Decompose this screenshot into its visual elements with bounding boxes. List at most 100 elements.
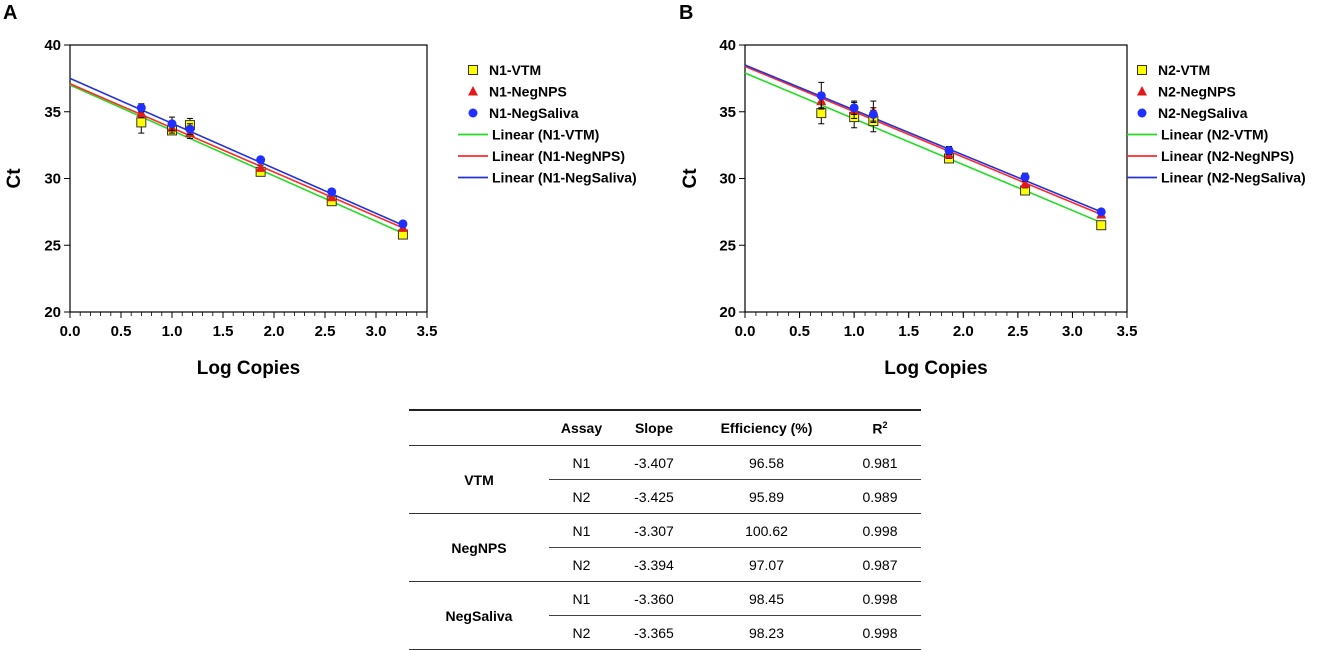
a-y-axis-title: Ct — [4, 168, 25, 189]
cell-efficiency: 98.23 — [694, 615, 839, 650]
a-point-n1-negnps — [326, 191, 337, 202]
a-point-n1-negsaliva — [136, 103, 146, 113]
b-y-tick-label: 35 — [719, 104, 736, 121]
a-legend-marker-n1-negnps — [468, 86, 478, 96]
cell-assay: N1 — [549, 581, 614, 616]
group-negsaliva: NegSaliva — [409, 581, 549, 650]
table-row: NegNPS N1 -3.307 100.62 0.998 — [409, 513, 921, 582]
a-y-tick-label: 20 — [44, 304, 61, 321]
table-row: N2 -3.394 97.07 0.987 — [409, 547, 921, 582]
b-x-tick-label: 3.0 — [1062, 323, 1083, 340]
cell-slope: -3.307 — [614, 513, 694, 548]
table-row: NegSaliva N1 -3.360 98.45 0.998 — [409, 581, 921, 650]
b-x-tick-label: 2.5 — [1007, 323, 1028, 340]
a-y-tick-label: 30 — [44, 171, 61, 188]
b-legend-label-linear-n2-vtm-: Linear (N2-VTM) — [1161, 127, 1268, 143]
b-point-n2-vtm — [816, 108, 827, 119]
a-x-tick-label: 3.5 — [417, 323, 438, 340]
a-trendline-linear-n1-vtm- — [69, 84, 404, 234]
b-x-tick-label: 0.0 — [735, 323, 756, 340]
a-y-tick-label: 25 — [44, 237, 61, 254]
cell-slope: -3.425 — [614, 479, 694, 514]
cell-r2: 0.998 — [839, 615, 921, 650]
b-y-tick-label: 30 — [719, 171, 736, 188]
chart-a: 20 25 30 35 40 0.0 0.5 1.0 1.5 2.0 2.5 3.0 3.5 Log Co… — [4, 37, 637, 379]
cell-assay: N1 — [549, 513, 614, 548]
a-point-n1-negsaliva — [398, 219, 408, 229]
cell-efficiency: 96.58 — [694, 445, 839, 480]
a-x-tick-label: 1.5 — [213, 323, 234, 340]
a-point-n1-negnps — [136, 107, 147, 118]
b-point-n2-negsaliva — [849, 103, 859, 113]
b-point-n2-negnps — [1020, 178, 1031, 188]
header-blank — [409, 409, 549, 446]
cell-slope: -3.365 — [614, 615, 694, 650]
panel-a-letter: A — [3, 2, 18, 24]
cell-slope: -3.407 — [614, 445, 694, 480]
chart-b: 20 25 30 35 40 0.0 0.5 1.0 1.5 2.0 2.5 3.0 3.5 Log Co… — [680, 37, 1306, 379]
table-header-row: Assay Slope Efficiency (%) R2 — [409, 409, 921, 446]
b-point-n2-negsaliva — [944, 145, 954, 155]
b-plot-frame — [744, 44, 1128, 313]
a-point-n1-negsaliva — [185, 124, 195, 134]
a-x-tick-label: 0.5 — [111, 323, 132, 340]
a-legend-label-n1-vtm: N1-VTM — [489, 62, 541, 78]
cell-r2: 0.981 — [839, 445, 921, 480]
b-y-tick-label: 25 — [719, 237, 736, 254]
table-row: N2 -3.425 95.89 0.989 — [409, 479, 921, 514]
cell-assay: N2 — [549, 479, 614, 514]
group-negnps: NegNPS — [409, 513, 549, 582]
header-efficiency: Efficiency (%) — [694, 409, 839, 446]
b-x-axis-title: Log Copies — [884, 358, 987, 379]
b-x-tick-label: 1.5 — [898, 323, 919, 340]
efficiency-table: Assay Slope Efficiency (%) R2 VTM N1 -3.… — [409, 409, 921, 650]
header-r2: R2 — [839, 409, 921, 446]
a-point-n1-negsaliva — [167, 119, 177, 129]
cell-assay: N2 — [549, 615, 614, 650]
a-point-n1-negnps — [255, 162, 266, 172]
b-trendline-linear-n2-negnps- — [744, 65, 1102, 216]
a-legend-label-linear-n1-vtm-: Linear (N1-VTM) — [492, 127, 599, 143]
cell-slope: -3.394 — [614, 547, 694, 582]
a-point-n1-negsaliva — [256, 155, 266, 165]
b-x-tick-label: 3.5 — [1117, 323, 1138, 340]
b-legend-label-linear-n2-negsaliva-: Linear (N2-NegSaliva) — [1161, 170, 1306, 186]
cell-efficiency: 97.07 — [694, 547, 839, 582]
table-row: VTM N1 -3.407 96.58 0.981 — [409, 445, 921, 514]
cell-assay: N1 — [549, 445, 614, 480]
b-trendline-linear-n2-vtm- — [744, 72, 1102, 224]
b-legend-marker-n2-vtm — [1137, 65, 1147, 75]
a-x-axis-title: Log Copies — [197, 358, 300, 379]
a-legend-marker-n1-vtm — [468, 65, 478, 75]
a-x-tick-label: 2.0 — [264, 323, 285, 340]
b-trendline-linear-n2-negsaliva- — [744, 64, 1102, 213]
a-x-tick-label: 0.0 — [60, 323, 81, 340]
b-legend-label-n2-negnps: N2-NegNPS — [1158, 84, 1236, 100]
b-point-n2-negsaliva — [1020, 172, 1030, 182]
cell-slope: -3.360 — [614, 581, 694, 616]
b-legend-label-n2-negsaliva: N2-NegSaliva — [1158, 105, 1248, 121]
header-assay: Assay — [549, 409, 614, 446]
a-trendline-linear-n1-negsaliva- — [69, 77, 404, 226]
a-point-n1-negsaliva — [327, 187, 337, 197]
b-point-n2-negsaliva — [1096, 207, 1106, 217]
a-x-tick-label: 3.0 — [366, 323, 387, 340]
panel-b-letter: B — [679, 2, 694, 24]
b-legend-marker-n2-negsaliva — [1137, 108, 1147, 118]
cell-r2: 0.998 — [839, 513, 921, 548]
a-legend-label-n1-negnps: N1-NegNPS — [489, 84, 567, 100]
header-slope: Slope — [614, 409, 694, 446]
a-y-tick-label: 35 — [44, 104, 61, 121]
a-x-tick-label: 2.5 — [315, 323, 336, 340]
group-vtm: VTM — [409, 445, 549, 514]
b-point-n2-vtm — [1096, 220, 1107, 231]
b-legend-marker-n2-negnps — [1137, 86, 1147, 96]
b-x-tick-label: 0.5 — [789, 323, 810, 340]
b-point-n2-negsaliva — [816, 91, 826, 101]
b-x-tick-label: 2.0 — [953, 323, 974, 340]
a-legend-label-linear-n1-negnps-: Linear (N1-NegNPS) — [492, 148, 625, 164]
a-plot-frame — [69, 44, 428, 313]
b-x-tick-label: 1.0 — [844, 323, 865, 340]
cell-efficiency: 98.45 — [694, 581, 839, 616]
b-y-axis-title: Ct — [680, 168, 701, 189]
